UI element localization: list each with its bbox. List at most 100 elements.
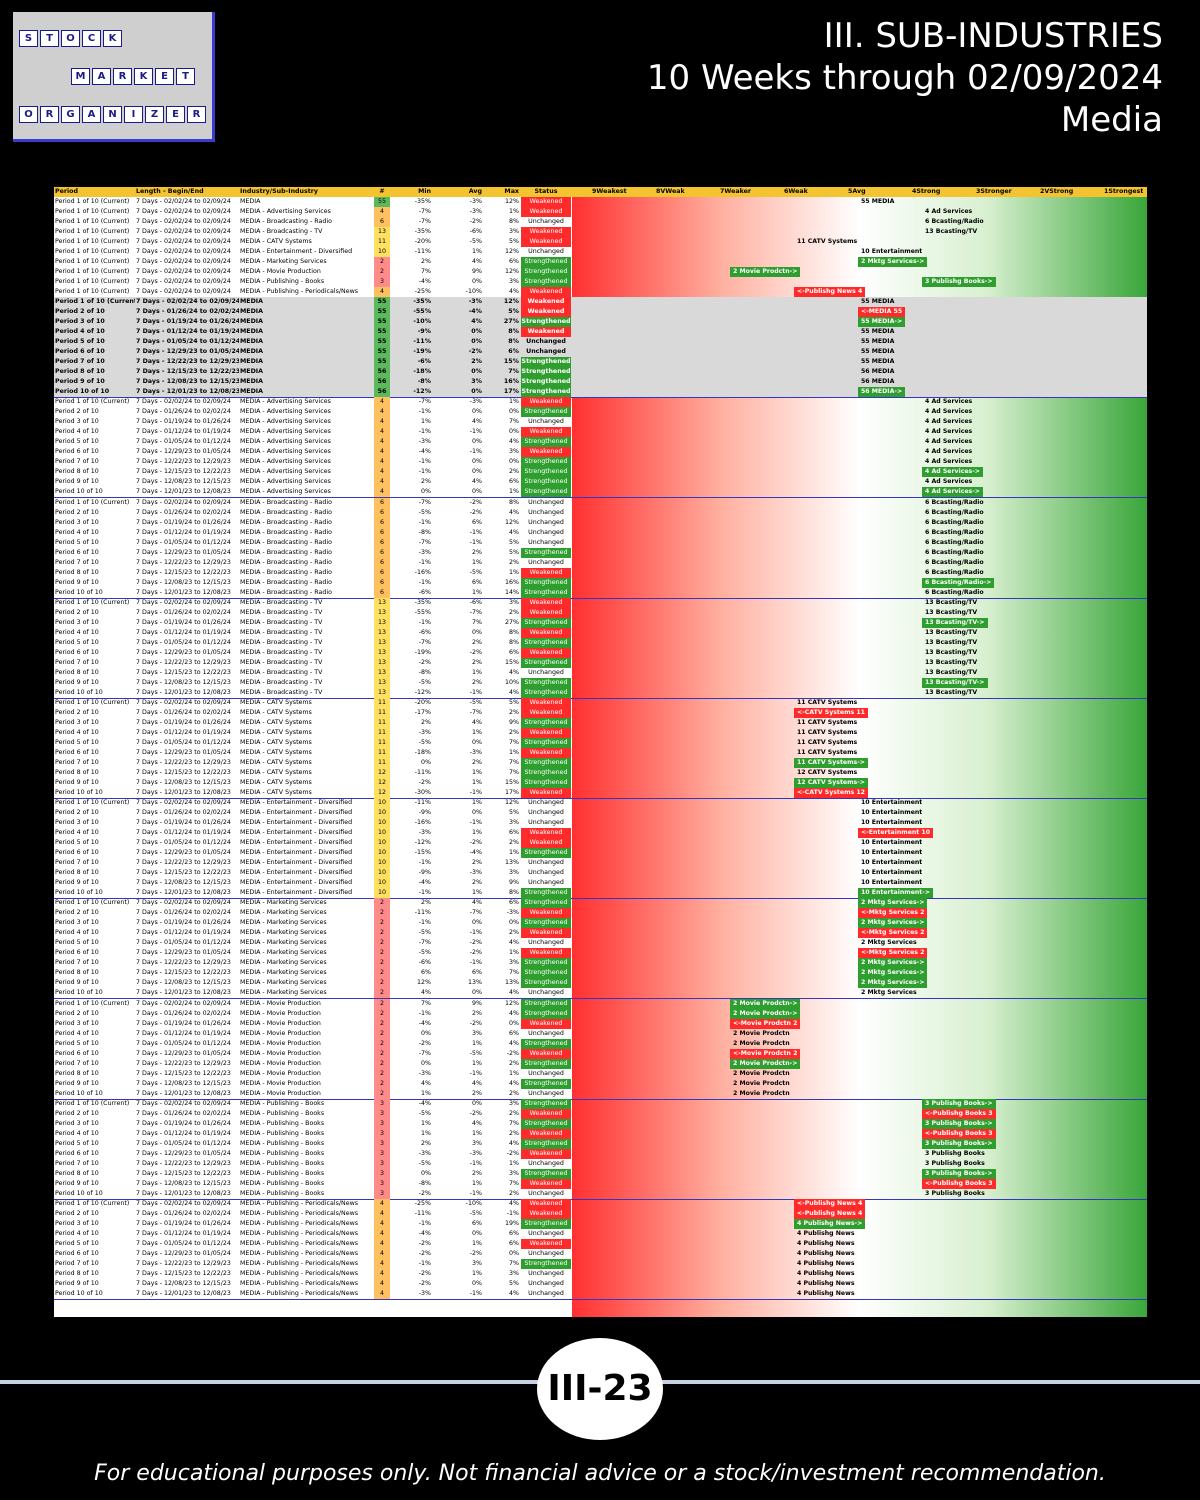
avg-cell: 0% — [472, 739, 482, 746]
status-cell: Strengthened — [521, 1138, 571, 1149]
industry-cell: MEDIA - Advertising Services — [240, 208, 331, 215]
avg-cell: -2% — [469, 1019, 482, 1027]
max-cell: 17% — [505, 789, 519, 796]
table-row: Period 2 of 10 7 Days - 01/26/24 to 02/02… — [54, 507, 1147, 518]
table-row: Period 5 of 10 7 Days - 01/05/24 to 01/12… — [54, 637, 1147, 648]
column-header[interactable]: Status — [534, 188, 558, 195]
avg-cell: 4% — [472, 258, 482, 265]
min-cell: -55% — [414, 608, 431, 616]
max-cell: 0% — [509, 1019, 519, 1027]
column-header[interactable]: Min — [418, 188, 431, 195]
length-cell: 7 Days - 02/02/24 to 02/09/24 — [136, 228, 231, 235]
max-cell: 4% — [509, 1009, 519, 1017]
industry-cell: MEDIA - Advertising Services — [240, 478, 331, 486]
period-cell: Period 9 of 10 — [55, 879, 99, 887]
length-cell: 7 Days - 01/26/24 to 02/02/24 — [136, 408, 231, 416]
column-header[interactable]: Length - Begin/End — [136, 188, 204, 195]
table-row: Period 4 of 10 7 Days - 01/12/24 to 01/19… — [54, 627, 1147, 638]
strength-tag: 6 Bcasting/Radio — [925, 518, 984, 526]
length-cell: 7 Days - 01/26/24 to 02/02/24 — [136, 1109, 231, 1117]
column-header[interactable]: 4Strong — [912, 188, 941, 195]
min-cell: -1% — [418, 919, 431, 927]
strength-tag: 13 Bcasting/TV-> — [922, 617, 988, 628]
length-cell: 7 Days - 02/02/24 to 02/09/24 — [136, 1200, 231, 1207]
min-cell: 2% — [421, 719, 431, 726]
industry-cell: MEDIA - Entertainment - Diversified — [240, 829, 353, 837]
industry-cell: MEDIA - Publishing - Books — [240, 1159, 325, 1167]
min-cell: -1% — [418, 859, 431, 867]
avg-cell: -1% — [469, 528, 482, 536]
status-cell: Weakened — [521, 207, 571, 217]
industry-cell: MEDIA - Publishing - Books — [240, 1179, 325, 1187]
avg-cell: 1% — [472, 769, 482, 776]
min-cell: 0% — [421, 759, 431, 766]
table-row: Period 1 of 10 (Current) 7 Days - 02/02/2… — [54, 207, 1147, 217]
column-header[interactable]: Period — [55, 188, 78, 195]
min-cell: -3% — [418, 729, 431, 736]
min-cell: -2% — [418, 1240, 431, 1247]
column-header[interactable]: 8VWeak — [656, 188, 685, 195]
industry-cell: MEDIA - CATV Systems — [240, 699, 312, 706]
period-cell: Period 7 of 10 — [55, 1059, 99, 1067]
avg-cell: -3% — [469, 398, 482, 406]
column-header[interactable]: Avg — [468, 188, 482, 195]
industry-cell: MEDIA - Publishing - Books — [240, 278, 325, 285]
strength-tag: <-Entertainment 10 — [858, 828, 934, 839]
table-row: Period 6 of 10 7 Days - 12/29/23 to 01/05… — [54, 748, 1147, 758]
column-header[interactable]: 6Weak — [784, 188, 808, 195]
column-header[interactable]: # — [379, 188, 385, 195]
min-cell: -7% — [418, 498, 431, 506]
length-cell: 7 Days - 01/12/24 to 01/19/24 — [136, 428, 231, 436]
min-cell: -3% — [418, 1149, 431, 1157]
table-row: Period 5 of 10 7 Days - 01/05/24 to 01/12… — [54, 1038, 1147, 1049]
strength-tag: 55 MEDIA-> — [858, 317, 906, 328]
industry-cell: MEDIA - Broadcasting - TV — [240, 638, 323, 646]
strength-tag: 6 Bcasting/Radio — [925, 588, 984, 596]
strength-tag: 4 Ad Services — [925, 428, 973, 436]
status-cell: Weakened — [521, 227, 571, 237]
status-cell: Weakened — [521, 708, 571, 718]
max-cell: 0% — [509, 919, 519, 927]
avg-cell: 1% — [472, 668, 482, 676]
column-header[interactable]: Max — [504, 188, 519, 195]
column-header[interactable]: 1Strongest — [1104, 188, 1144, 195]
avg-cell: -3% — [469, 208, 482, 215]
status-cell: Strengthened — [521, 387, 571, 398]
column-header[interactable]: 2VStrong — [1040, 188, 1074, 195]
industry-cell: MEDIA - Broadcasting - Radio — [240, 218, 332, 225]
column-header[interactable]: 3Stronger — [976, 188, 1012, 195]
column-header[interactable]: 7Weaker — [720, 188, 752, 195]
length-cell: 7 Days - 01/12/24 to 01/19/24 — [136, 1029, 231, 1037]
count-cell: 6 — [374, 547, 390, 558]
status-cell: Strengthened — [521, 377, 571, 388]
status-cell: Weakened — [521, 1209, 571, 1219]
max-cell: -1% — [506, 1210, 519, 1217]
count-cell: 11 — [374, 708, 390, 718]
max-cell: 2% — [509, 558, 519, 566]
period-cell: Period 1 of 10 (Current) — [55, 899, 130, 907]
industry-cell: MEDIA - Advertising Services — [240, 488, 331, 496]
period-cell: Period 1 of 10 (Current) — [55, 699, 130, 706]
column-header[interactable]: Industry/Sub-Industry — [240, 188, 319, 195]
table-row: Period 4 of 10 7 Days - 01/12/24 to 01/19… — [54, 928, 1147, 939]
status-cell: Strengthened — [521, 1118, 571, 1129]
status-cell: Strengthened — [521, 487, 571, 498]
industry-cell: MEDIA - Publishing - Periodicals/News — [240, 1250, 359, 1257]
table-row: Period 3 of 10 7 Days - 01/19/24 to 01/26… — [54, 718, 1147, 728]
min-cell: -8% — [417, 378, 431, 386]
length-cell: 7 Days - 02/02/24 to 02/09/24 — [136, 208, 231, 215]
table-row: Period 10 of 10 7 Days - 12/01/23 to 12/0… — [54, 1088, 1147, 1099]
avg-cell: 1% — [472, 779, 482, 786]
max-cell: 7% — [509, 759, 519, 766]
logo-letter: G — [61, 106, 80, 123]
min-cell: -35% — [414, 598, 431, 606]
length-cell: 7 Days - 12/08/23 to 12/15/23 — [136, 1280, 231, 1287]
column-header[interactable]: 9Weakest — [592, 188, 627, 195]
table-row: Period 7 of 10 7 Days - 12/22/23 to 12/29… — [54, 858, 1147, 869]
count-cell: 4 — [374, 397, 390, 408]
table-row: Period 3 of 10 7 Days - 01/19/24 to 01/26… — [54, 918, 1147, 929]
strength-tag: 3 Publishg Books-> — [922, 277, 996, 287]
column-header[interactable]: 5Avg — [848, 188, 866, 195]
avg-cell: 4% — [472, 478, 482, 486]
period-cell: Period 1 of 10 (Current) — [55, 208, 130, 215]
